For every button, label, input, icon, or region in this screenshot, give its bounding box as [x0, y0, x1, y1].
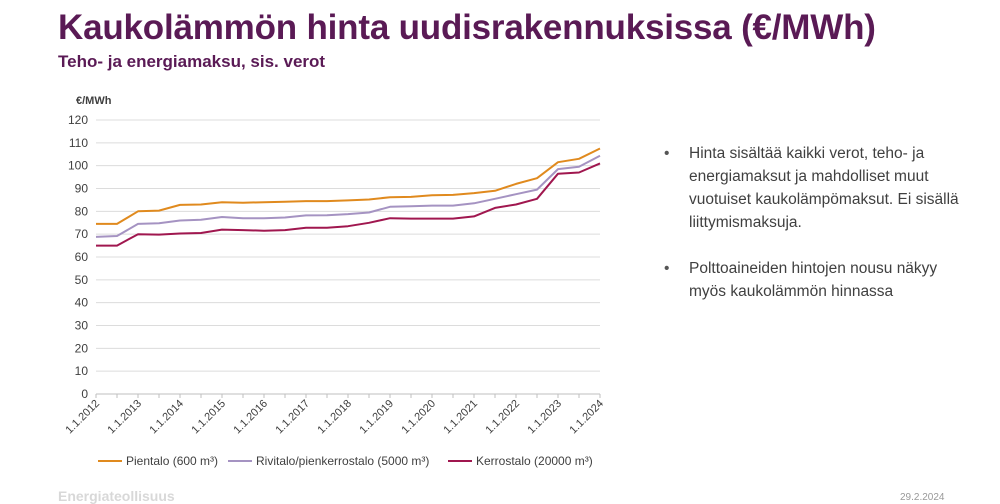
- x-tick-label: 1.1.2015: [189, 398, 228, 437]
- y-axis-label: €/MWh: [76, 95, 112, 107]
- y-tick-label: 50: [75, 273, 89, 287]
- y-tick-label: 30: [75, 319, 89, 333]
- gridlines: [96, 119, 600, 395]
- series-lines: [95, 147, 601, 247]
- footer-logo: Energiateollisuus: [58, 488, 175, 504]
- bullet-dot-icon: •: [664, 260, 670, 277]
- y-tick-label: 20: [75, 341, 89, 355]
- series-line: [96, 147, 601, 225]
- y-tick-label: 60: [75, 250, 89, 264]
- x-tick-label: 1.1.2024: [567, 398, 606, 437]
- y-tick-label: 40: [75, 296, 89, 310]
- x-tick-label: 1.1.2017: [273, 398, 312, 437]
- x-tick-label: 1.1.2021: [441, 398, 480, 437]
- footer-date: 29.2.2024: [900, 492, 945, 503]
- y-tick-label: 0: [81, 387, 88, 401]
- x-tick-label: 1.1.2018: [315, 398, 354, 437]
- x-tick-label: 1.1.2019: [357, 398, 396, 437]
- y-tick-label: 120: [68, 113, 88, 127]
- x-tick-label: 1.1.2022: [483, 398, 522, 437]
- x-tick-label: 1.1.2016: [231, 398, 270, 437]
- x-tick-label: 1.1.2013: [105, 398, 144, 437]
- bullet-dot-icon: •: [664, 145, 670, 162]
- slide-subtitle: Teho- ja energiamaksu, sis. verot: [58, 52, 326, 71]
- y-tick-label: 10: [75, 364, 89, 378]
- x-tick-label: 1.1.2012: [63, 398, 102, 437]
- y-tick-label: 80: [75, 204, 89, 218]
- y-tick-label: 100: [68, 159, 88, 173]
- x-tick-label: 1.1.2023: [525, 398, 564, 437]
- y-tick-label: 110: [69, 136, 88, 150]
- slide-title: Kaukolämmön hinta uudisrakennuksissa (€/…: [58, 8, 876, 47]
- bullet-item: • Polttoaineiden hintojen nousu näkyy my…: [664, 257, 964, 303]
- bullet-list: • Hinta sisältää kaikki verot, teho- ja …: [664, 142, 964, 326]
- x-tick-label: 1.1.2020: [399, 398, 438, 437]
- legend-label: Kerrostalo (20000 m³): [476, 454, 593, 468]
- bullet-text: Polttoaineiden hintojen nousu näkyy myös…: [689, 260, 938, 300]
- axes: 0 10 20 30 40 50 60 70 80 90 100 110 120 €/MWh 1.1.201…: [63, 95, 606, 436]
- series-line: [95, 154, 601, 238]
- bullet-item: • Hinta sisältää kaikki verot, teho- ja …: [664, 142, 964, 234]
- y-tick-label: 70: [75, 227, 89, 241]
- legend-label: Pientalo (600 m³): [126, 454, 218, 468]
- bullet-text: Hinta sisältää kaikki verot, teho- ja en…: [689, 145, 959, 231]
- legend: Pientalo (600 m³) Rivitalo/pienkerrostalo…: [98, 454, 593, 468]
- y-tick-label: 90: [75, 182, 89, 196]
- legend-label: Rivitalo/pienkerrostalo (5000 m³): [256, 454, 429, 468]
- series-line: [96, 162, 601, 247]
- x-tick-label: 1.1.2014: [147, 398, 186, 437]
